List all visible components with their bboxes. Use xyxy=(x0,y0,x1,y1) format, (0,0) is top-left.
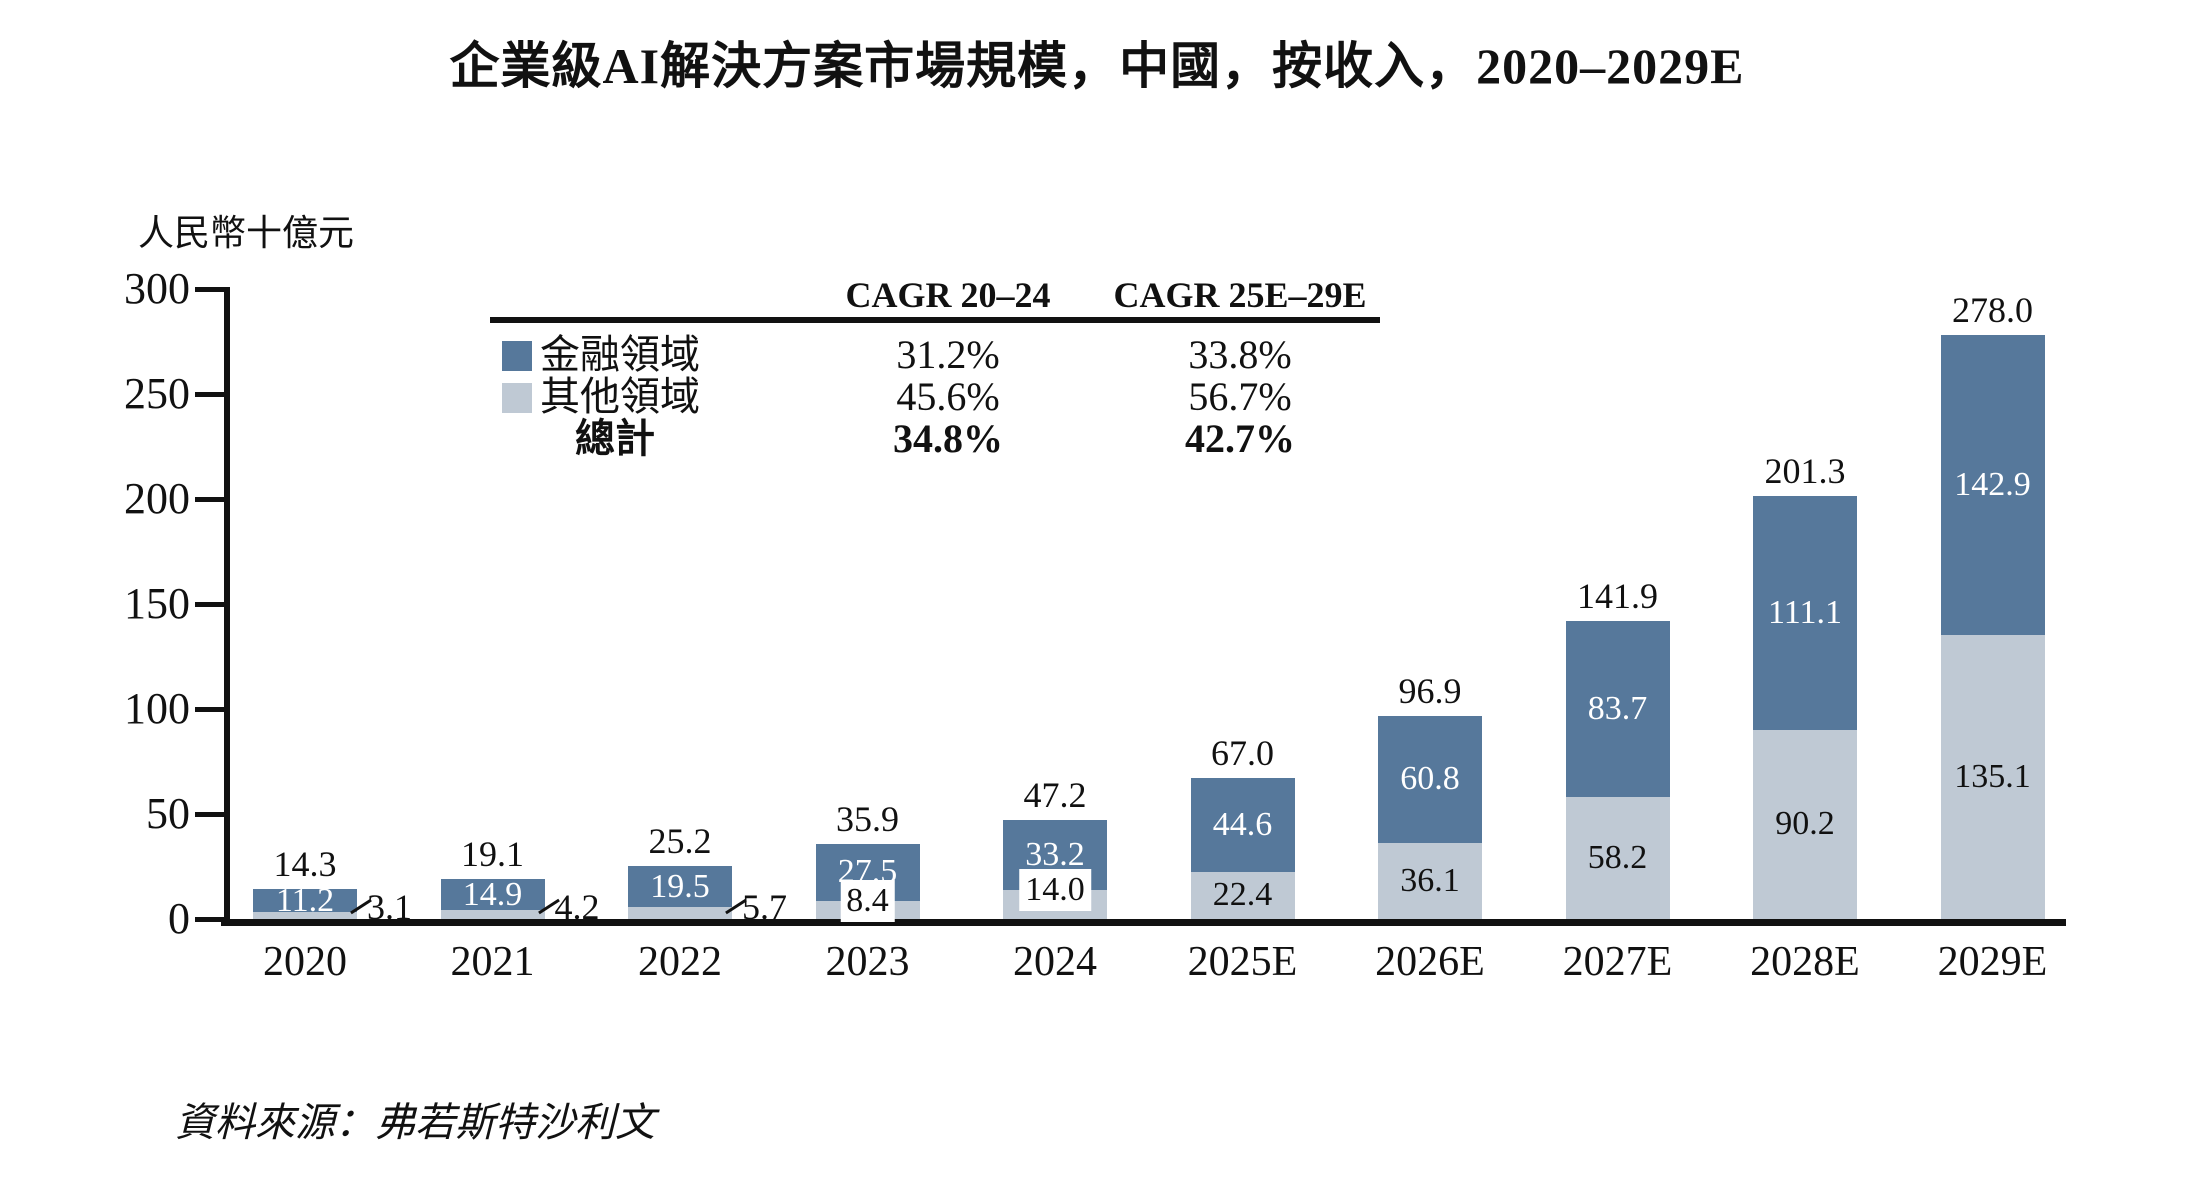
y-tick xyxy=(195,497,227,502)
bar-finance-value-label: 19.5 xyxy=(650,867,710,905)
bar-segment-others xyxy=(628,907,732,919)
bar-others-value-label: 135.1 xyxy=(1954,758,2031,796)
y-tick xyxy=(195,287,227,292)
x-axis-label: 2023 xyxy=(825,939,910,985)
bar-total-label: 278.0 xyxy=(1952,290,2033,331)
bar-finance-value-label: 111.1 xyxy=(1768,593,1842,631)
bar-total-label: 141.9 xyxy=(1577,576,1658,616)
y-tick-label: 250 xyxy=(124,369,190,418)
bar-total-label: 25.2 xyxy=(648,821,712,862)
legend-value: 31.2% xyxy=(896,332,1000,377)
y-tick-label: 50 xyxy=(146,789,190,838)
bar-segment-finance xyxy=(440,878,545,911)
bar-segment-others xyxy=(1378,843,1482,919)
bar-total-label: 201.3 xyxy=(1764,451,1846,492)
x-axis-label: 2020 xyxy=(263,939,347,985)
x-axis-label: 2029E xyxy=(1937,939,2048,985)
bar-segment-finance xyxy=(1940,335,2045,636)
legend-row-label: 金融領域 xyxy=(540,332,700,377)
x-axis-label: 2022 xyxy=(638,939,722,985)
bar-segment-others xyxy=(440,910,545,919)
bar-finance-value-label: 142.9 xyxy=(1954,466,2031,504)
x-axis-label: 2021 xyxy=(450,939,535,985)
bar-finance-value-label: 11.2 xyxy=(275,881,335,919)
x-axis-label: 2027E xyxy=(1562,939,1673,985)
bar-others-value-label: 22.4 xyxy=(1212,876,1273,914)
bar-finance-value-label: 60.8 xyxy=(1400,760,1460,798)
bar-finance-value-label: 14.9 xyxy=(462,875,523,913)
bar-segment-finance xyxy=(1378,715,1482,844)
x-axis-label: 2028E xyxy=(1750,939,1860,985)
bar-segment-finance xyxy=(1753,496,1857,730)
bar-segment-others xyxy=(1940,635,2045,919)
bar-others-value-label: 4.2 xyxy=(554,887,600,927)
bar-segment-others xyxy=(1753,729,1857,919)
y-axis-line xyxy=(224,287,230,925)
legend-value: 33.8% xyxy=(1188,332,1292,377)
legend-swatch-others xyxy=(502,383,532,413)
chart-title: 企業級AI解決方案市場規模，中國，按收入，2020–2029E xyxy=(449,38,1745,94)
x-axis-label: 2026E xyxy=(1375,939,1485,985)
bar-segment-finance xyxy=(1565,621,1670,797)
y-tick xyxy=(195,602,227,607)
x-axis-label: 2025E xyxy=(1187,939,1298,985)
x-axis-line xyxy=(221,919,2066,926)
y-tick-label: 300 xyxy=(124,264,190,313)
y-tick-label: 100 xyxy=(124,684,190,733)
legend-swatch-finance xyxy=(502,341,532,371)
bar-others-value-label: 5.7 xyxy=(742,887,787,927)
bar-finance-value-label: 33.2 xyxy=(1025,835,1085,873)
bar-others-value-label: 36.1 xyxy=(1400,862,1460,900)
y-tick-label: 150 xyxy=(124,579,190,628)
legend-value: 45.6% xyxy=(896,374,1000,419)
legend-value: 34.8% xyxy=(893,416,1003,461)
legend-row-label: 其他領域 xyxy=(540,374,700,419)
bar-others-value-label: 3.1 xyxy=(367,887,412,927)
y-tick-label: 200 xyxy=(124,474,190,523)
legend-row-label: 總計 xyxy=(575,416,655,461)
bar-finance-value-label: 83.7 xyxy=(1587,689,1648,727)
bar-others-value-label: 8.4 xyxy=(840,880,895,923)
y-tick xyxy=(195,707,227,712)
y-tick xyxy=(195,812,227,817)
bar-total-label: 19.1 xyxy=(461,833,524,874)
bar-total-label: 14.3 xyxy=(273,843,337,884)
y-tick xyxy=(195,392,227,397)
bar-segment-others xyxy=(1565,796,1670,919)
bar-others-value-label: 58.2 xyxy=(1587,838,1648,876)
bar-others-value-label: 14.0 xyxy=(1019,868,1091,911)
bar-total-label: 67.0 xyxy=(1211,733,1274,774)
y-tick-label: 0 xyxy=(168,894,190,943)
bar-segment-finance xyxy=(253,888,357,913)
bar-total-label: 35.9 xyxy=(836,798,899,839)
y-tick xyxy=(195,917,227,922)
bar-segment-finance xyxy=(1190,778,1295,872)
bar-finance-value-label: 44.6 xyxy=(1212,806,1273,844)
legend-value: 56.7% xyxy=(1188,374,1292,419)
bar-segment-others xyxy=(253,912,357,919)
bar-total-label: 96.9 xyxy=(1398,670,1462,711)
bar-segment-finance xyxy=(628,866,732,908)
legend-header-rule xyxy=(490,317,1380,323)
x-axis-label: 2024 xyxy=(1013,939,1097,985)
cagr-col-header-1: CAGR 20–24 xyxy=(845,275,1051,315)
source-note: 資料來源：弗若斯特沙利文 xyxy=(175,1100,655,1145)
y-axis-unit-label: 人民幣十億元 xyxy=(138,213,355,253)
bar-total-label: 47.2 xyxy=(1023,774,1087,815)
bar-others-value-label: 90.2 xyxy=(1775,805,1835,843)
bar-segment-others xyxy=(1190,871,1295,919)
cagr-col-header-2: CAGR 25E–29E xyxy=(1113,275,1367,315)
legend-value: 42.7% xyxy=(1185,416,1295,461)
